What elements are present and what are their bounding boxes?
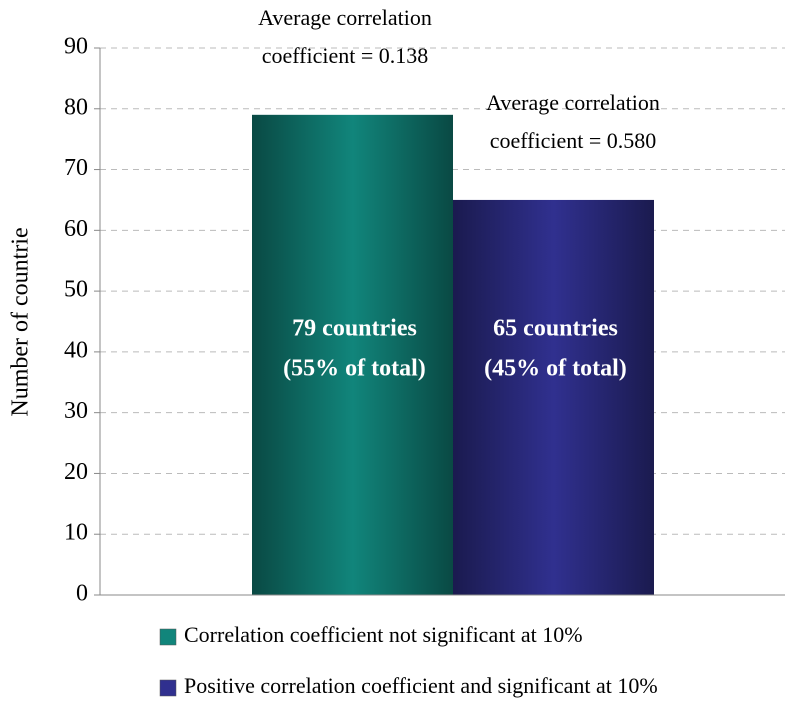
- annotation: coefficient = 0.580: [490, 128, 657, 153]
- annotation: Average correlation: [486, 90, 660, 115]
- bar-shade: [252, 114, 453, 595]
- bar-shade: [453, 199, 654, 595]
- y-tick-label: 50: [64, 277, 88, 303]
- legend-label: Correlation coefficient not significant …: [184, 622, 583, 647]
- y-tick-label: 20: [64, 459, 88, 485]
- y-tick-label: 70: [64, 155, 88, 181]
- y-tick-label: 0: [76, 581, 88, 607]
- y-tick-label: 60: [64, 216, 88, 242]
- y-tick-label: 10: [64, 520, 88, 546]
- y-tick-label: 80: [64, 94, 88, 120]
- data-label: 79 countries: [292, 316, 417, 342]
- data-label: (55% of total): [283, 356, 426, 382]
- data-label: 65 countries: [493, 316, 618, 342]
- y-tick-label: 30: [64, 398, 88, 424]
- legend-label: Positive correlation coefficient and sig…: [184, 673, 658, 698]
- annotation: coefficient = 0.138: [262, 43, 429, 68]
- legend-swatch: [159, 628, 177, 646]
- data-label: (45% of total): [484, 356, 627, 382]
- y-tick-label: 90: [64, 34, 88, 60]
- annotation: Average correlation: [258, 5, 432, 30]
- y-axis-label: Number of countrie: [8, 227, 34, 416]
- legend-swatch: [159, 679, 177, 697]
- y-tick-label: 40: [64, 337, 88, 363]
